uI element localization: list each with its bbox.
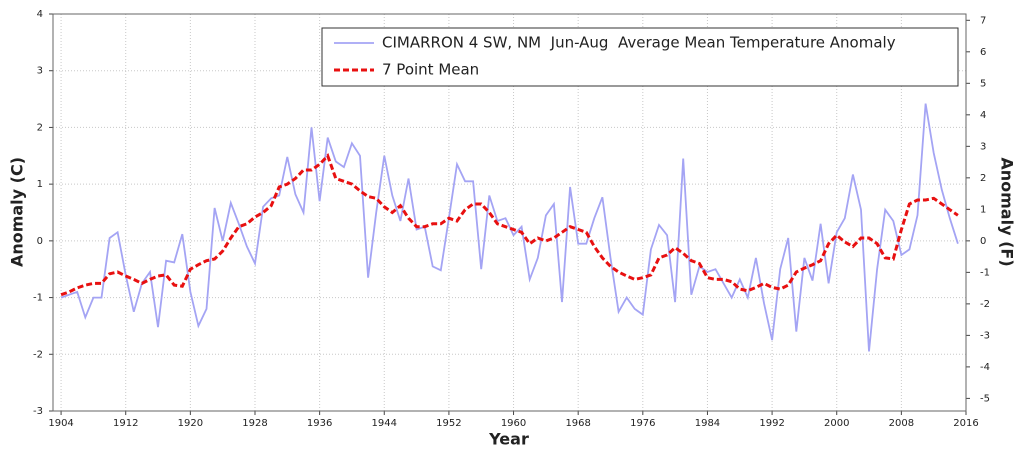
x-tick-label: 2000 <box>824 418 849 429</box>
x-tick-label: 2008 <box>889 418 914 429</box>
y-tick-label: 0 <box>37 236 43 247</box>
y2-tick-label: 3 <box>980 141 986 152</box>
plot-frame <box>52 13 967 412</box>
x-tick-label: 1920 <box>178 418 203 429</box>
y2-tick-label: 0 <box>980 236 986 247</box>
y2-tick-label: 2 <box>980 173 986 184</box>
x-tick-label: 1904 <box>48 418 73 429</box>
x-tick-label: 1984 <box>695 418 720 429</box>
y2-axis-title: Anomaly (F) <box>998 157 1017 266</box>
y2-tick-label: -3 <box>980 330 990 341</box>
x-tick-label: 1936 <box>307 418 332 429</box>
y-tick-label: -2 <box>33 349 43 360</box>
y2-tick-label: 1 <box>980 204 986 215</box>
y2-tick-label: 5 <box>980 78 986 89</box>
x-tick-label: 1968 <box>565 418 590 429</box>
legend-label: CIMARRON 4 SW, NM Jun-Aug Average Mean T… <box>382 34 896 52</box>
x-axis-title: Year <box>488 430 529 449</box>
y-tick-label: 1 <box>37 179 43 190</box>
legend-box <box>321 27 959 87</box>
x-tick-label: 1952 <box>436 418 461 429</box>
y-tick-label: -3 <box>33 406 43 417</box>
series-line <box>60 103 959 352</box>
y2-tick-label: 7 <box>980 15 986 26</box>
x-tick-label: 1944 <box>372 418 397 429</box>
y-axis-title: Anomaly (C) <box>8 157 27 267</box>
y-tick-label: -1 <box>33 293 43 304</box>
x-tick-label: 1960 <box>501 418 526 429</box>
y-tick-label: 3 <box>37 66 43 77</box>
y2-tick-label: -2 <box>980 299 990 310</box>
y-tick-label: 4 <box>37 9 43 20</box>
x-tick-label: 2016 <box>953 418 978 429</box>
y2-tick-label: -1 <box>980 267 990 278</box>
y-tick-label: 2 <box>37 122 43 133</box>
y2-tick-label: -4 <box>980 362 990 373</box>
y2-tick-label: 4 <box>980 110 986 121</box>
x-tick-label: 1912 <box>113 418 138 429</box>
x-tick-label: 1928 <box>242 418 267 429</box>
x-tick-label: 1992 <box>759 418 784 429</box>
legend-label: 7 Point Mean <box>382 61 479 79</box>
y2-tick-label: -5 <box>980 393 990 404</box>
x-tick-label: 1976 <box>630 418 655 429</box>
y2-tick-label: 6 <box>980 47 986 58</box>
